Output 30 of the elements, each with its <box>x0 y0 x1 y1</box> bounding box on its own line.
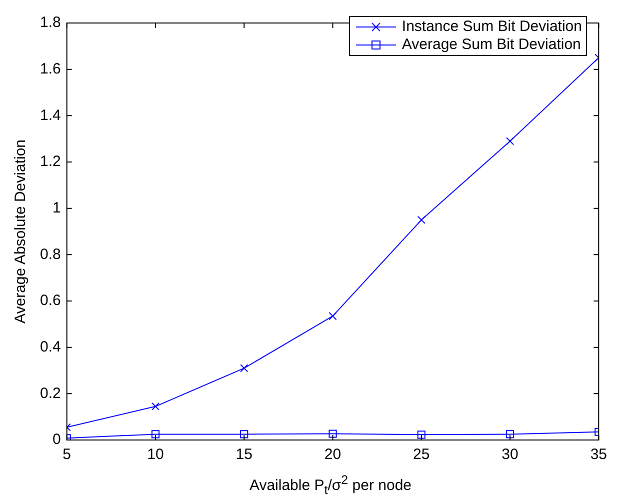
y-tick-label: 1 <box>52 199 61 216</box>
point <box>151 402 160 410</box>
point <box>506 430 514 438</box>
point <box>151 430 160 438</box>
y-tick-label: 1.8 <box>40 14 61 32</box>
x-tick-label: 25 <box>413 446 430 464</box>
y-tick-label: 1.6 <box>40 60 61 78</box>
x-tick-label: 30 <box>502 446 518 464</box>
point <box>240 364 248 372</box>
y-tick-label: 1.2 <box>40 153 61 170</box>
x-axis-title: Available P$_{t}$/σ$^{2}$ per node <box>248 472 413 499</box>
legend-label: Average Sum Bit Deviation <box>402 36 581 54</box>
y-axis-title: Average Absolute Deviation <box>12 139 30 324</box>
y-tick-label: 0.2 <box>40 384 61 402</box>
y-tick-label: 0.6 <box>40 292 61 310</box>
x-tick-label: 15 <box>236 446 252 464</box>
point <box>328 430 337 438</box>
x-tick-label: 35 <box>590 446 607 464</box>
x-tick-label: 20 <box>324 446 342 464</box>
x-tick-label: 10 <box>147 446 164 464</box>
point <box>328 312 337 320</box>
y-tick-label: 0 <box>52 431 61 448</box>
point <box>240 430 248 438</box>
point <box>417 216 426 224</box>
y-tick-label: 0.8 <box>40 246 61 263</box>
point <box>417 430 426 439</box>
legend-label: Instance Sum Bit Deviation <box>402 18 582 36</box>
x-tick-label: 5 <box>62 446 72 464</box>
y-tick-label: 1.4 <box>40 106 61 124</box>
y-tick-label: 0.4 <box>40 338 61 356</box>
